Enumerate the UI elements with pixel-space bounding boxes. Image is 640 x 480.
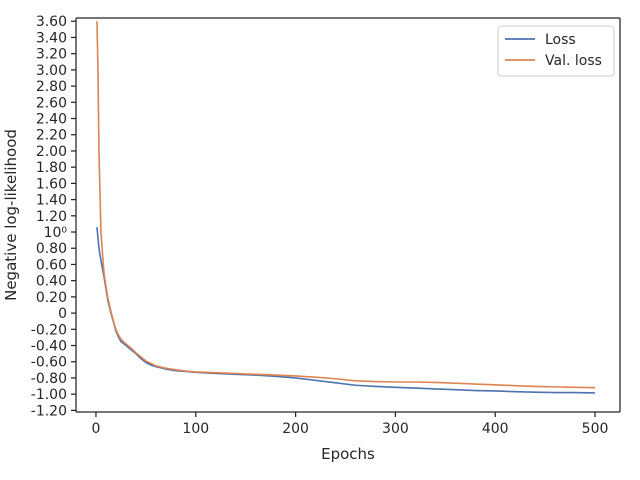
- y-tick-label: 3.00: [36, 63, 67, 79]
- series-layer: [97, 21, 595, 393]
- x-tick-label: 500: [582, 421, 609, 437]
- legend-label: Loss: [545, 32, 576, 48]
- y-tick-label: 3.20: [36, 47, 67, 63]
- y-tick-label: 0.60: [36, 257, 67, 273]
- y-ticks: -1.20-1.00-0.80-0.60-0.40-0.2000.200.400…: [31, 14, 76, 419]
- legend-label: Val. loss: [545, 53, 602, 69]
- x-axis-title: Epochs: [321, 445, 375, 463]
- y-tick-label: 2.60: [36, 95, 67, 111]
- y-tick-label: 1.20: [36, 209, 67, 225]
- x-tick-label: 100: [182, 421, 209, 437]
- y-tick-label: 1.80: [36, 160, 67, 176]
- y-tick-label: 2.80: [36, 79, 67, 95]
- y-tick-label: 10⁰: [44, 225, 68, 241]
- y-tick-label: 0.80: [36, 241, 67, 257]
- axes: [76, 18, 620, 412]
- y-axis-title: Negative log-likelihood: [2, 129, 20, 301]
- y-tick-label: 0: [58, 306, 67, 322]
- y-tick-label: -0.60: [31, 355, 67, 371]
- y-tick-label: 2.00: [36, 144, 67, 160]
- x-tick-label: 300: [382, 421, 409, 437]
- y-tick-label: 2.40: [36, 112, 67, 128]
- y-tick-label: -0.20: [31, 322, 67, 338]
- y-tick-label: 3.60: [36, 14, 67, 30]
- y-tick-label: 3.40: [36, 30, 67, 46]
- y-tick-label: 1.60: [36, 176, 67, 192]
- y-tick-label: 2.20: [36, 128, 67, 144]
- y-tick-label: 0.20: [36, 290, 67, 306]
- y-tick-label: -0.40: [31, 339, 67, 355]
- x-ticks: 0 100 200 300 400 500: [92, 412, 609, 437]
- y-tick-label: -1.20: [31, 403, 67, 419]
- x-tick-label: 400: [482, 421, 509, 437]
- y-tick-label: 1.40: [36, 193, 67, 209]
- y-tick-label: -1.00: [31, 387, 67, 403]
- legend: Loss Val. loss: [498, 26, 614, 76]
- y-tick-label: 0.40: [36, 274, 67, 290]
- y-tick-label: -0.80: [31, 371, 67, 387]
- x-tick-label: 200: [282, 421, 309, 437]
- x-tick-label: 0: [92, 421, 101, 437]
- series-line-loss: [97, 227, 595, 393]
